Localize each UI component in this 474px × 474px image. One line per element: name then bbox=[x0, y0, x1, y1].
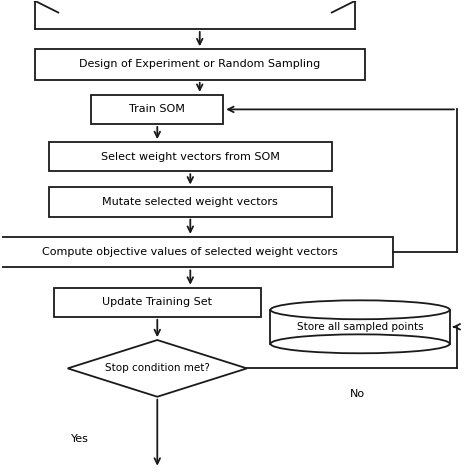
Bar bbox=[271, 310, 450, 344]
Text: Yes: Yes bbox=[71, 434, 88, 444]
Text: Design of Experiment or Random Sampling: Design of Experiment or Random Sampling bbox=[79, 60, 320, 70]
Bar bbox=[35, 49, 365, 80]
Text: Compute objective values of selected weight vectors: Compute objective values of selected wei… bbox=[43, 247, 338, 257]
Bar bbox=[0, 237, 393, 267]
Text: Train SOM: Train SOM bbox=[129, 104, 185, 114]
Text: Store all sampled points: Store all sampled points bbox=[297, 322, 423, 332]
Text: Mutate selected weight vectors: Mutate selected weight vectors bbox=[102, 197, 278, 207]
Ellipse shape bbox=[271, 334, 450, 353]
Bar bbox=[91, 95, 223, 124]
Bar bbox=[49, 187, 332, 217]
Text: Stop condition met?: Stop condition met? bbox=[105, 364, 210, 374]
Polygon shape bbox=[68, 340, 247, 397]
Text: Select weight vectors from SOM: Select weight vectors from SOM bbox=[101, 152, 280, 162]
Text: No: No bbox=[350, 389, 365, 399]
Ellipse shape bbox=[271, 301, 450, 319]
Bar bbox=[54, 288, 261, 317]
Bar bbox=[49, 142, 332, 171]
Text: Update Training Set: Update Training Set bbox=[102, 297, 212, 307]
